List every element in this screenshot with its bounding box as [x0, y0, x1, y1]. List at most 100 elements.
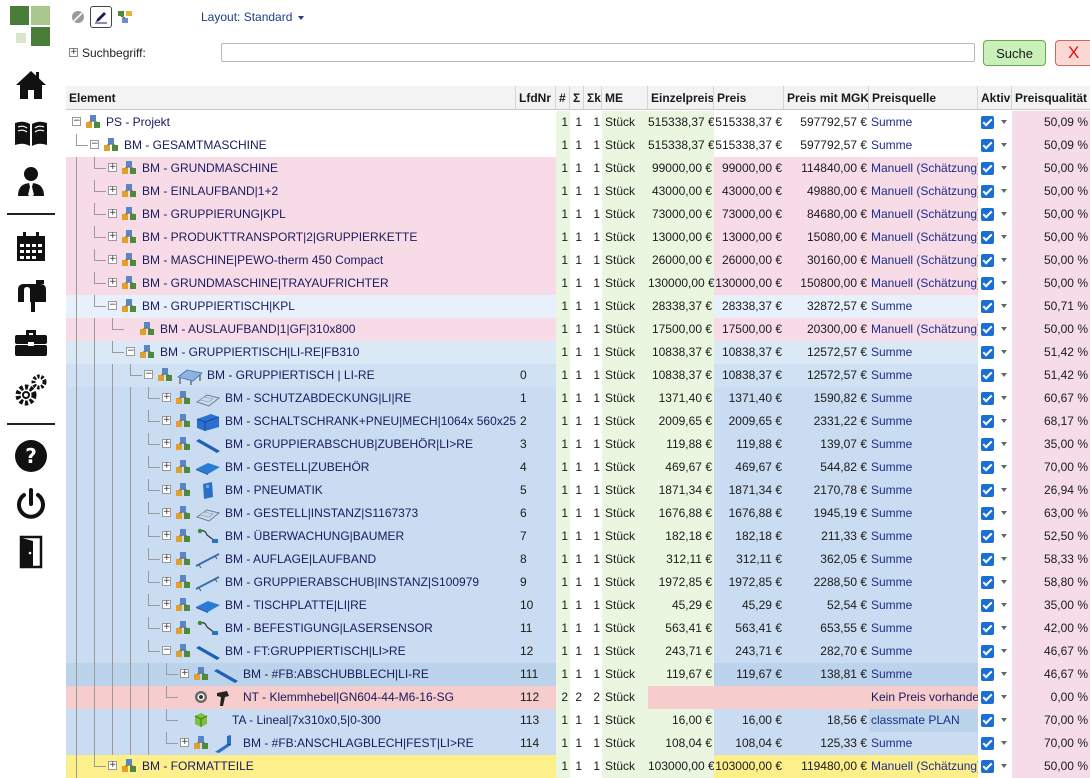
- edit-pencil-icon[interactable]: [90, 6, 112, 28]
- aktiv-checkbox[interactable]: [981, 737, 994, 750]
- element-cell[interactable]: − BM - GESAMTMASCHINE: [66, 134, 516, 157]
- aktiv-checkbox[interactable]: [981, 461, 994, 474]
- chevron-down-icon[interactable]: [1001, 304, 1007, 308]
- table-row[interactable]: + BM - MASCHINE|PEWO-therm 450 Compact 1 1 1…: [66, 249, 1090, 272]
- expand-icon[interactable]: +: [108, 254, 117, 264]
- aktiv-checkbox[interactable]: [981, 438, 994, 451]
- collapse-icon[interactable]: −: [144, 369, 153, 379]
- element-cell[interactable]: − BM - GRUPPIERTISCH|KPL: [66, 295, 516, 318]
- unit-select[interactable]: Stück: [602, 272, 648, 295]
- aktiv-cell[interactable]: [978, 364, 1012, 387]
- table-row[interactable]: + BM - PRODUKTTRANSPORT|2|GRUPPIERKETTE 1 1…: [66, 226, 1090, 249]
- aktiv-cell[interactable]: [978, 548, 1012, 571]
- table-row[interactable]: + BM - BEFESTIGUNG|LASERSENSOR 11 1 1 1 Stück 5…: [66, 617, 1090, 640]
- aktiv-checkbox[interactable]: [981, 760, 994, 773]
- column-header-preis-mgk[interactable]: Preis mit MGK: [784, 86, 869, 110]
- table-row[interactable]: BM - AUSLAUFBAND|1|GF|310x800 1 1 1 Stück 175…: [66, 318, 1090, 341]
- unit-select[interactable]: Stück: [602, 732, 648, 755]
- help-icon[interactable]: ?: [12, 438, 50, 474]
- unit-select[interactable]: Stück: [602, 525, 648, 548]
- element-cell[interactable]: + BM - SCHALTSCHRANK+PNEU|MECH|1064x 560x…: [66, 410, 516, 433]
- unit-select[interactable]: Stück: [602, 709, 648, 732]
- table-row[interactable]: + BM - GRUPPIERABSCHUB|ZUBEHÖR|LI>RE 3 1 1 1 S…: [66, 433, 1090, 456]
- unit-select[interactable]: Stück: [602, 111, 648, 134]
- aktiv-checkbox[interactable]: [981, 300, 994, 313]
- chevron-down-icon[interactable]: [1001, 189, 1007, 193]
- unit-select[interactable]: Stück: [602, 640, 648, 663]
- aktiv-cell[interactable]: [978, 456, 1012, 479]
- chevron-down-icon[interactable]: [1001, 626, 1007, 630]
- aktiv-checkbox[interactable]: [981, 714, 994, 727]
- chevron-down-icon[interactable]: [1001, 488, 1007, 492]
- aktiv-cell[interactable]: [978, 134, 1012, 157]
- aktiv-checkbox[interactable]: [981, 208, 994, 221]
- unit-select[interactable]: Stück: [602, 410, 648, 433]
- aktiv-cell[interactable]: [978, 594, 1012, 617]
- chevron-down-icon[interactable]: [1001, 120, 1007, 124]
- element-cell[interactable]: NT - Klemmhebel|GN604-44-M6-16-SG: [66, 686, 516, 709]
- aktiv-cell[interactable]: [978, 410, 1012, 433]
- unit-select[interactable]: Stück: [602, 341, 648, 364]
- unit-select[interactable]: Stück: [602, 387, 648, 410]
- table-row[interactable]: + BM - FORMATTEILE 1 1 1 Stück 103000,00 €1030…: [66, 755, 1090, 778]
- aktiv-checkbox[interactable]: [981, 392, 994, 405]
- chevron-down-icon[interactable]: [1001, 258, 1007, 262]
- element-cell[interactable]: − BM - FT:GRUPPIERTISCH|LI>RE: [66, 640, 516, 663]
- element-cell[interactable]: + BM - PRODUKTTRANSPORT|2|GRUPPIERKETTE: [66, 226, 516, 249]
- aktiv-cell[interactable]: [978, 663, 1012, 686]
- element-cell[interactable]: − BM - GRUPPIERTISCH | LI-RE: [66, 364, 516, 387]
- aktiv-checkbox[interactable]: [981, 530, 994, 543]
- element-cell[interactable]: + BM - GRUNDMASCHINE|TRAYAUFRICHTER: [66, 272, 516, 295]
- close-button[interactable]: X: [1055, 40, 1090, 66]
- chevron-down-icon[interactable]: [1001, 580, 1007, 584]
- chevron-down-icon[interactable]: [1001, 419, 1007, 423]
- aktiv-cell[interactable]: [978, 502, 1012, 525]
- element-cell[interactable]: TA - Lineal|7x310x0,5|0-300: [66, 709, 516, 732]
- chevron-down-icon[interactable]: [1001, 465, 1007, 469]
- element-cell[interactable]: + BM - GRUPPIERABSCHUB|INSTANZ|S100979: [66, 571, 516, 594]
- aktiv-checkbox[interactable]: [981, 323, 994, 336]
- column-header-preis[interactable]: Preis: [714, 86, 784, 110]
- collapse-icon[interactable]: −: [162, 645, 171, 655]
- aktiv-checkbox[interactable]: [981, 622, 994, 635]
- briefcase-icon[interactable]: [12, 324, 50, 360]
- chevron-down-icon[interactable]: [1001, 235, 1007, 239]
- expand-search-icon[interactable]: +: [69, 47, 78, 57]
- table-row[interactable]: + BM - SCHALTSCHRANK+PNEU|MECH|1064x 560x…: [66, 410, 1090, 433]
- expand-icon[interactable]: +: [162, 507, 171, 517]
- aktiv-checkbox[interactable]: [981, 162, 994, 175]
- layout-tree-icon[interactable]: [116, 8, 134, 26]
- table-row[interactable]: + BM - GRUNDMASCHINE 1 1 1 Stück 99000,00 €990…: [66, 157, 1090, 180]
- column-header-count[interactable]: #: [556, 86, 570, 110]
- element-cell[interactable]: + BM - GRUPPIERUNG|KPL: [66, 203, 516, 226]
- chevron-down-icon[interactable]: [1001, 350, 1007, 354]
- expand-icon[interactable]: +: [162, 530, 171, 540]
- table-row[interactable]: + BM - GESTELL|ZUBEHÖR 4 1 1 1 Stück 469,67 €46…: [66, 456, 1090, 479]
- table-row[interactable]: + BM - SCHUTZABDECKUNG|LI|RE 1 1 1 1 Stück 1371…: [66, 387, 1090, 410]
- unit-select[interactable]: Stück: [602, 479, 648, 502]
- unit-select[interactable]: Stück: [602, 249, 648, 272]
- unit-select[interactable]: Stück: [602, 226, 648, 249]
- chevron-down-icon[interactable]: [1001, 442, 1007, 446]
- element-cell[interactable]: + BM - EINLAUFBAND|1+2: [66, 180, 516, 203]
- aktiv-cell[interactable]: [978, 272, 1012, 295]
- element-cell[interactable]: + BM - GESTELL|INSTANZ|S1167373: [66, 502, 516, 525]
- table-row[interactable]: − BM - GRUPPIERTISCH|KPL 1 1 1 Stück 28338,37 …: [66, 295, 1090, 318]
- aktiv-cell[interactable]: [978, 295, 1012, 318]
- table-row[interactable]: + BM - GRUPPIERUNG|KPL 1 1 1 Stück 73000,00 €7…: [66, 203, 1090, 226]
- column-header-element[interactable]: Element: [66, 86, 516, 110]
- home-icon[interactable]: [12, 67, 50, 103]
- column-header-preisquelle[interactable]: Preisquelle: [869, 86, 978, 110]
- aktiv-checkbox[interactable]: [981, 369, 994, 382]
- table-row[interactable]: − BM - GRUPPIERTISCH | LI-RE 0 1 1 1 Stück 1083…: [66, 364, 1090, 387]
- table-row[interactable]: + BM - PNEUMATIK 5 1 1 1 Stück 1871,34 €1871,34…: [66, 479, 1090, 502]
- chevron-down-icon[interactable]: [1001, 281, 1007, 285]
- chevron-down-icon[interactable]: [1001, 143, 1007, 147]
- table-row[interactable]: − BM - GRUPPIERTISCH|LI-RE|FB310 1 1 1 Stück 1…: [66, 341, 1090, 364]
- expand-icon[interactable]: +: [108, 185, 117, 195]
- chevron-down-icon[interactable]: [1001, 511, 1007, 515]
- unit-select[interactable]: Stück: [602, 433, 648, 456]
- column-header-preisqualitaet[interactable]: Preisqualität: [1012, 86, 1090, 110]
- table-row[interactable]: + BM - GRUPPIERABSCHUB|INSTANZ|S100979 9 1 1…: [66, 571, 1090, 594]
- element-cell[interactable]: + BM - SCHUTZABDECKUNG|LI|RE: [66, 387, 516, 410]
